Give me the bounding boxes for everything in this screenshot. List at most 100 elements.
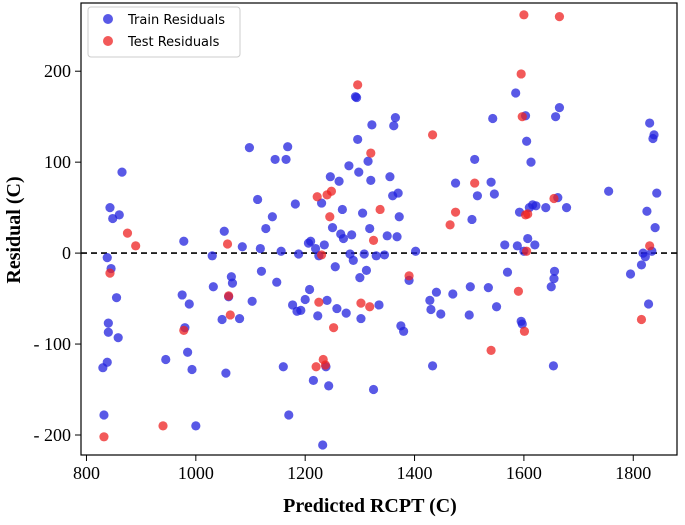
train-residual-point <box>470 154 480 165</box>
test-residual-point <box>122 228 133 238</box>
train-residual-point <box>256 266 267 276</box>
train-residual-point <box>389 121 399 131</box>
train-residual-point <box>99 410 109 420</box>
test-residual-point <box>222 239 233 249</box>
train-residual-point <box>526 157 536 167</box>
train-residual-point <box>255 243 265 254</box>
train-residual-point <box>392 232 402 242</box>
train-residual-point <box>511 88 521 98</box>
train-residual-point <box>522 136 532 146</box>
test-residual-point <box>326 186 337 196</box>
test-residual-point <box>314 297 324 307</box>
train-residual-point <box>472 191 483 201</box>
test-residual-point <box>513 286 524 296</box>
train-residual-point <box>652 188 662 198</box>
train-residual-point <box>625 269 636 279</box>
train-residual-point <box>353 134 363 145</box>
y-axis-ticks: 200 100 0 - 100 - 200 <box>34 61 81 445</box>
train-residual-point <box>640 252 650 262</box>
test-residual-point <box>523 209 533 219</box>
train-residual-point <box>548 361 559 371</box>
train-residual-point <box>334 176 344 186</box>
train-residual-point <box>554 102 565 113</box>
train-residual-point <box>294 249 304 259</box>
train-residual-point <box>486 177 496 187</box>
train-residual-point <box>267 212 277 222</box>
train-residual-point <box>221 368 231 378</box>
train-residual-point <box>467 214 477 225</box>
test-residual-point <box>636 314 647 325</box>
train-residual-point <box>483 283 493 293</box>
train-residual-point <box>283 142 293 152</box>
y-tick-label: 200 <box>44 61 71 81</box>
test-residual-point <box>522 246 532 256</box>
train-residual-point <box>219 226 229 236</box>
train-residual-point <box>374 300 384 310</box>
y-axis-label: Residual (C) <box>3 176 25 283</box>
train-residual-point <box>450 178 461 188</box>
train-residual-point <box>308 375 318 386</box>
train-residual-point <box>390 112 401 123</box>
train-residual-point <box>367 120 377 130</box>
train-residual-point <box>426 304 436 315</box>
y-tick-label: - 100 <box>34 334 72 354</box>
test-residual-point <box>645 241 655 251</box>
series-test <box>99 10 655 442</box>
train-residual-point <box>399 326 409 336</box>
train-residual-point <box>191 421 201 431</box>
train-residual-point <box>247 296 257 306</box>
train-residual-point <box>359 249 369 259</box>
legend-box <box>87 6 241 58</box>
test-residual-point <box>225 310 235 320</box>
train-residual-point <box>361 265 372 275</box>
train-residual-point <box>105 203 115 213</box>
test-residual-point <box>131 241 141 251</box>
train-residual-point <box>208 282 218 292</box>
train-residual-point <box>324 381 334 391</box>
train-residual-point <box>278 362 288 372</box>
train-residual-point <box>183 347 193 357</box>
plot-frame <box>80 2 678 456</box>
test-residual-point <box>404 271 414 281</box>
legend-label-train: Train Residuals <box>127 13 225 28</box>
train-residual-point <box>464 310 474 320</box>
train-residual-point <box>330 262 340 272</box>
train-residual-point <box>103 327 113 337</box>
test-residual-point <box>320 360 331 370</box>
train-residual-point <box>465 282 475 292</box>
train-residual-point <box>531 201 541 211</box>
data-points <box>98 10 662 450</box>
train-residual-point <box>117 167 127 177</box>
train-residual-point <box>161 354 171 365</box>
test-residual-point <box>445 220 455 230</box>
test-residual-point <box>470 178 480 188</box>
test-residual-point <box>549 193 559 204</box>
train-residual-point <box>642 206 652 216</box>
test-residual-point <box>99 432 109 442</box>
train-residual-point <box>436 309 446 319</box>
train-residual-point <box>371 251 381 261</box>
train-residual-point <box>425 295 435 305</box>
train-residual-point <box>102 357 112 367</box>
train-residual-point <box>649 130 659 140</box>
train-residual-point <box>306 236 316 246</box>
x-tick-label: 1200 <box>287 463 323 483</box>
test-residual-point <box>427 130 438 140</box>
train-residual-point <box>512 241 522 251</box>
train-residual-point <box>549 273 559 284</box>
train-residual-point <box>363 156 373 166</box>
train-residual-point <box>290 199 300 209</box>
test-residual-point <box>316 250 327 260</box>
train-residual-point <box>253 194 263 205</box>
train-residual-point <box>488 113 498 124</box>
train-residual-point <box>357 208 368 218</box>
train-residual-point <box>530 240 540 250</box>
train-residual-point <box>300 294 310 305</box>
legend-marker-train <box>103 14 113 24</box>
train-residual-point <box>102 253 112 263</box>
test-residual-point <box>105 268 115 278</box>
test-residual-point <box>329 323 339 333</box>
train-residual-point <box>351 92 362 103</box>
train-residual-point <box>523 233 533 244</box>
